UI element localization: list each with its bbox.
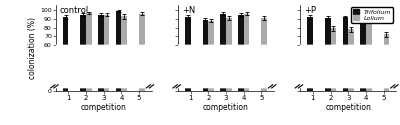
Bar	[384, 87, 389, 91]
Bar	[63, 17, 68, 45]
Bar	[325, 18, 330, 45]
Bar	[384, 34, 389, 45]
Bar	[203, 87, 208, 91]
Bar	[203, 20, 208, 45]
Bar	[261, 87, 267, 91]
Legend: Trifolium, Lolium: Trifolium, Lolium	[351, 7, 393, 23]
Bar	[98, 87, 104, 91]
Bar	[300, 45, 396, 87]
Bar	[178, 45, 274, 87]
Bar	[56, 45, 152, 87]
Bar	[342, 87, 348, 91]
Bar	[348, 87, 354, 91]
X-axis label: competition: competition	[203, 103, 249, 112]
Bar	[226, 87, 232, 91]
Bar	[116, 11, 122, 45]
Bar	[244, 14, 249, 45]
Bar	[63, 87, 68, 91]
Bar	[185, 87, 191, 91]
Bar	[307, 17, 313, 45]
Bar	[116, 87, 122, 91]
Bar	[238, 14, 244, 45]
Text: +P: +P	[304, 6, 316, 15]
Bar	[220, 14, 226, 45]
Bar	[208, 87, 214, 91]
Y-axis label: colonization (%): colonization (%)	[28, 17, 38, 79]
Bar	[86, 87, 92, 91]
Bar	[348, 29, 354, 45]
Bar	[139, 87, 145, 91]
Bar	[366, 87, 372, 91]
Bar	[98, 14, 104, 45]
Bar	[330, 28, 336, 45]
Bar	[122, 87, 127, 91]
Bar	[307, 87, 313, 91]
Bar	[104, 87, 110, 91]
Bar	[366, 22, 372, 45]
Bar	[122, 16, 127, 45]
Bar	[330, 87, 336, 91]
Bar	[139, 14, 145, 45]
Bar	[185, 17, 191, 45]
Bar	[238, 87, 244, 91]
Bar	[342, 17, 348, 45]
X-axis label: competition: competition	[325, 103, 371, 112]
Bar	[360, 87, 366, 91]
Bar	[104, 14, 110, 45]
Bar	[220, 87, 226, 91]
X-axis label: competition: competition	[81, 103, 127, 112]
Bar	[208, 21, 214, 45]
Text: control: control	[60, 6, 89, 15]
Bar	[261, 18, 267, 45]
Text: +N: +N	[182, 6, 195, 15]
Bar	[325, 87, 330, 91]
Bar	[86, 13, 92, 45]
Bar	[226, 18, 232, 45]
Bar	[80, 14, 86, 45]
Bar	[80, 87, 86, 91]
Bar	[360, 14, 366, 45]
Bar	[244, 87, 249, 91]
